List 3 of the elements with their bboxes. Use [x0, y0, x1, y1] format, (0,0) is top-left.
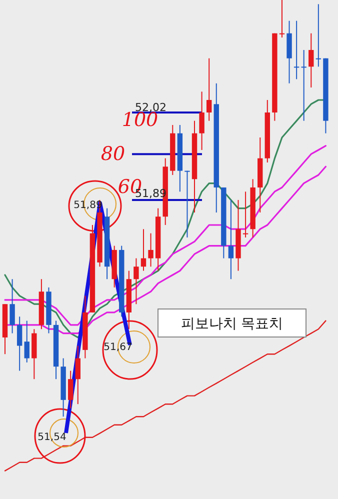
annotation: 80 [100, 143, 126, 165]
annotation: 피보나치 목표치 [180, 316, 284, 332]
annotation: 52,02 [135, 101, 166, 114]
